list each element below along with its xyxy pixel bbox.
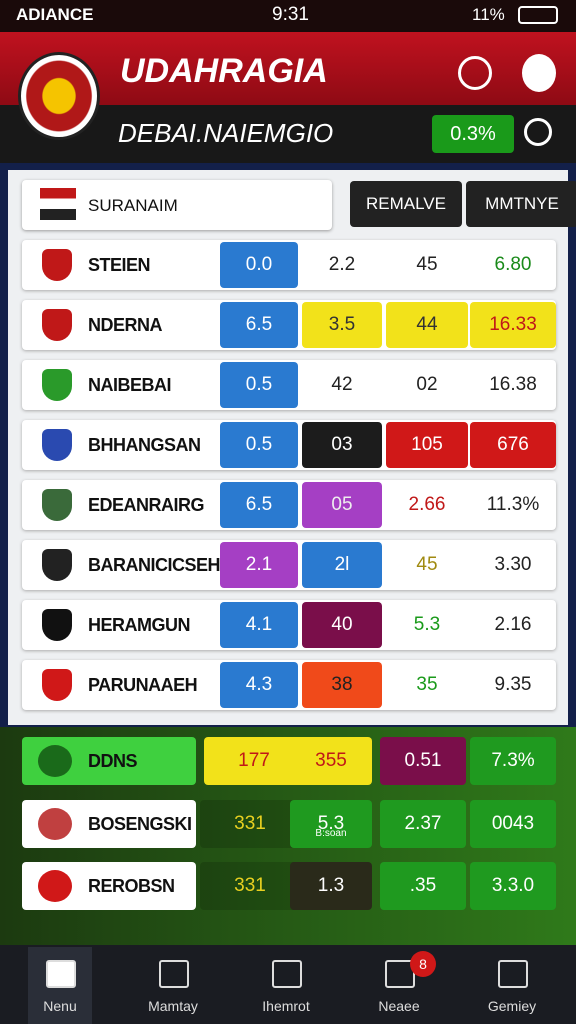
nav-item[interactable]: Neaee: [378, 998, 420, 1014]
carrier: ADIANCE: [16, 5, 94, 24]
cell-note: B:soan: [315, 828, 347, 839]
team-name: NDERNA: [88, 314, 163, 335]
team-icon: [42, 489, 72, 521]
team-icon: [38, 870, 72, 902]
odds-cell: .35: [380, 862, 466, 910]
location-button[interactable]: [522, 54, 556, 92]
nav-item[interactable]: Nenu: [43, 998, 77, 1014]
team-name: DDNS: [88, 750, 138, 771]
team-icon: [42, 549, 72, 581]
odds-cell: 42: [302, 362, 382, 408]
odds-cell: 2l: [302, 542, 382, 588]
status-bar: [0, 0, 576, 32]
odds-cell: 0043: [470, 800, 556, 848]
battery-icon: [518, 6, 558, 24]
team-icon: [38, 745, 72, 777]
odds-cell: 2.2: [302, 242, 382, 288]
odds-cell: 05: [302, 482, 382, 528]
odds-cell: 0.5: [220, 422, 298, 468]
odds-cell: 2.1: [220, 542, 298, 588]
nav-badge: 8: [410, 951, 436, 977]
flag-icon: [40, 188, 76, 220]
odds-cell: 105: [386, 422, 468, 468]
subtitle: DEBAI.NAIEMGIO: [118, 118, 334, 148]
odds-cell: 177: [204, 737, 304, 785]
odds-cell: 331: [200, 862, 300, 910]
team-icon: [42, 249, 72, 281]
team-name: BOSENGSKI: [88, 813, 192, 834]
odds-cell: 1.3: [290, 862, 372, 910]
app-title: UDAHRAGIA: [120, 52, 328, 90]
nav-item[interactable]: Mamtay: [148, 998, 198, 1014]
nav-icon: [272, 960, 302, 988]
nav-item[interactable]: Ihemrot: [262, 998, 310, 1014]
nav-icon: [159, 960, 189, 988]
odds-cell: 4.3: [220, 662, 298, 708]
odds-cell: 676: [470, 422, 556, 468]
odds-cell: 5.3: [290, 800, 372, 848]
team-icon: [42, 369, 72, 401]
battery-level: 11%: [472, 5, 505, 24]
team-name: STEIEN: [88, 254, 151, 275]
team-name: HERAMGUN: [88, 614, 191, 635]
team-name: NAIBEBAI: [88, 374, 172, 395]
bottom-nav: [0, 945, 576, 1024]
odds-cell: 38: [302, 662, 382, 708]
odds-cell: 355: [290, 737, 372, 785]
odds-cell: 2.16: [470, 602, 556, 648]
nav-item[interactable]: Gemiey: [487, 998, 537, 1014]
team-name: REROBSN: [88, 875, 175, 896]
odds-cell: 35: [386, 662, 468, 708]
odds-cell: 4.1: [220, 602, 298, 648]
team-icon: [42, 309, 72, 341]
filter-label: SURANAIM: [88, 196, 178, 215]
odds-cell: 2.37: [380, 800, 466, 848]
team-icon: [42, 429, 72, 461]
odds-cell: 9.35: [470, 662, 556, 708]
team-icon: [38, 808, 72, 840]
nav-icon: [46, 960, 76, 988]
club-logo: [18, 52, 100, 140]
favorite-button[interactable]: [458, 56, 492, 90]
odds-cell: 3.5: [302, 302, 382, 348]
nav-icon: [498, 960, 528, 988]
filter-button[interactable]: MMTNYE: [466, 181, 576, 227]
odds-cell: 44: [386, 302, 468, 348]
odds-cell: 03: [302, 422, 382, 468]
filter-button[interactable]: REMALVE: [350, 181, 462, 227]
odds-cell: 16.38: [470, 362, 556, 408]
odds-cell: 6.5: [220, 482, 298, 528]
odds-cell: 6.5: [220, 302, 298, 348]
odds-cell: 7.3%: [470, 737, 556, 785]
team-name: BARANICICSEH: [88, 554, 221, 575]
odds-cell: 331: [200, 800, 300, 848]
odds-cell: 45: [386, 242, 468, 288]
odds-cell: 02: [386, 362, 468, 408]
odds-cell: 0.0: [220, 242, 298, 288]
odds-cell: 0.5: [220, 362, 298, 408]
odds-cell: 45: [386, 542, 468, 588]
odds-cell: 6.80: [470, 242, 556, 288]
team-name: PARUNAAEH: [88, 674, 198, 695]
team-name: BHHANGSAN: [88, 434, 201, 455]
odds-cell: 5.3: [386, 602, 468, 648]
team-icon: [42, 609, 72, 641]
odds-cell: 3.3.0: [470, 862, 556, 910]
team-name: EDEANRAIRG: [88, 494, 205, 515]
clock: 9:31: [272, 4, 309, 25]
odds-cell: 3.30: [470, 542, 556, 588]
odds-cell: 11.3%: [470, 482, 556, 528]
team-icon: [42, 669, 72, 701]
odds-cell: 40: [302, 602, 382, 648]
odds-cell: 2.66: [386, 482, 468, 528]
odds-cell: 16.33: [470, 302, 556, 348]
change-badge: 0.3%: [432, 115, 514, 153]
search-button[interactable]: [524, 118, 552, 146]
odds-cell: 0.51: [380, 737, 466, 785]
